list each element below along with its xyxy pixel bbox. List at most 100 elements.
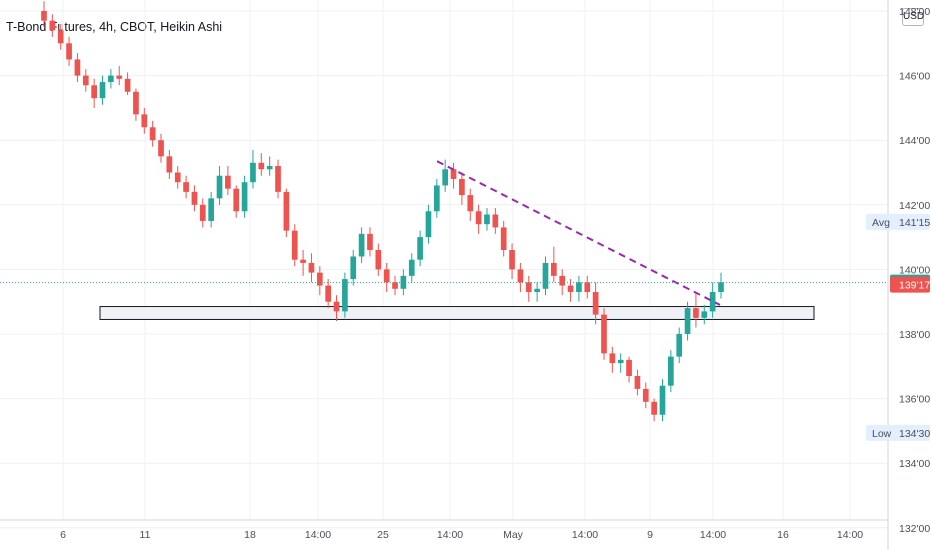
candle-body [49,20,56,31]
candle-body [659,385,666,415]
candle-body [542,262,549,289]
candle-body [576,282,582,293]
trendline[interactable] [436,160,721,306]
candle-body [342,279,348,312]
price-label-bg [866,213,930,230]
candle-body [133,91,139,115]
x-tick-label: May [503,529,524,541]
y-tick-label: 142'00 [899,200,930,212]
support-zone-rectangle[interactable] [99,306,815,320]
y-tick-label: 140'00 [899,264,930,276]
candle-body [266,166,273,170]
candle-body [325,285,332,302]
price-label-value: 139'17 [899,280,930,292]
candle-body [283,191,290,231]
x-tick-label: 9 [647,529,653,541]
candle-body [459,178,465,196]
price-label-bg [866,424,930,441]
x-tick-label: 14:00 [572,529,598,541]
candle-body [183,182,189,192]
candle-body [99,82,106,99]
candle-body [450,169,457,179]
candle-body [275,166,281,192]
candle-body [149,127,156,141]
y-tick-label: 138'00 [899,329,930,341]
candle-body [57,30,64,44]
x-tick-label: 16 [777,529,789,541]
candle-body [651,401,657,415]
y-tick-label: 146'00 [899,71,930,83]
time-axis[interactable]: 6 11 18 14:00 25 14:00 May 14:00 9 14:00 16 14:00 [0,519,888,541]
x-tick-label: 11 [140,529,151,541]
candle-body [250,162,256,183]
candle-body [74,59,81,76]
candle-body [417,237,423,260]
candle-body [216,175,223,199]
candle-body [199,204,206,221]
candle-body [333,301,340,312]
candle-body [634,375,641,389]
grid [0,0,888,529]
candle-body [567,285,574,293]
candle-body [425,211,432,238]
candle-body [241,182,248,212]
candle-body [517,269,524,283]
candle-body [617,359,624,364]
candle-body [91,85,97,99]
candle-body [141,114,148,128]
candle-body [116,75,123,79]
x-tick-label: 14:00 [837,529,863,541]
candle-body [500,227,507,251]
candle-body [291,230,298,260]
candle-body [592,292,599,315]
candle-body [158,140,164,157]
candle-body [191,191,198,205]
candle-body [433,185,440,212]
price-label-name: Avg [872,217,890,229]
candle-body [408,259,415,276]
price-label-name: Low [872,428,892,440]
candle-body [668,356,674,386]
candle-body [108,75,114,83]
candle-body [300,259,306,263]
x-tick-label: 14:00 [305,529,331,541]
price-axis[interactable]: 132'00 134'00 136'00 138'00 140'00 142'00 144'… [887,0,930,550]
candle-body [509,250,515,270]
candle-body [392,282,398,289]
candle-body [400,275,407,289]
price-label-value: 141'15 [899,217,930,229]
candle-body [584,282,591,293]
candle-body [66,43,72,60]
candle-body [82,75,89,86]
y-tick-label: 136'00 [899,394,930,406]
candle-body [124,78,131,92]
candle-body [383,269,390,283]
candle-body [484,214,490,225]
x-tick-label: 14:00 [437,529,463,541]
currency-selector[interactable]: USD [902,8,924,26]
candle-body [534,288,540,293]
x-tick-label: 6 [60,529,66,541]
candle-body [684,308,691,334]
candle-body [693,308,699,318]
price-label-bg [890,276,930,293]
candle-body [308,262,315,273]
candle-body [233,188,240,212]
candle-body [601,314,607,354]
y-tick-label: 134'00 [899,458,930,470]
candle-body [550,262,557,276]
candle-body [626,359,632,376]
candle-body [709,292,716,312]
x-tick-label: 18 [244,529,256,541]
candle-body [350,256,357,280]
price-label-value: 134'30 [899,428,930,440]
candle-body [258,162,265,170]
candle-body [676,334,683,357]
x-tick-label: 14:00 [700,529,726,541]
candle-body [375,250,382,270]
candle-body [642,388,649,402]
candle-body [475,211,482,225]
candle-body [718,282,724,293]
